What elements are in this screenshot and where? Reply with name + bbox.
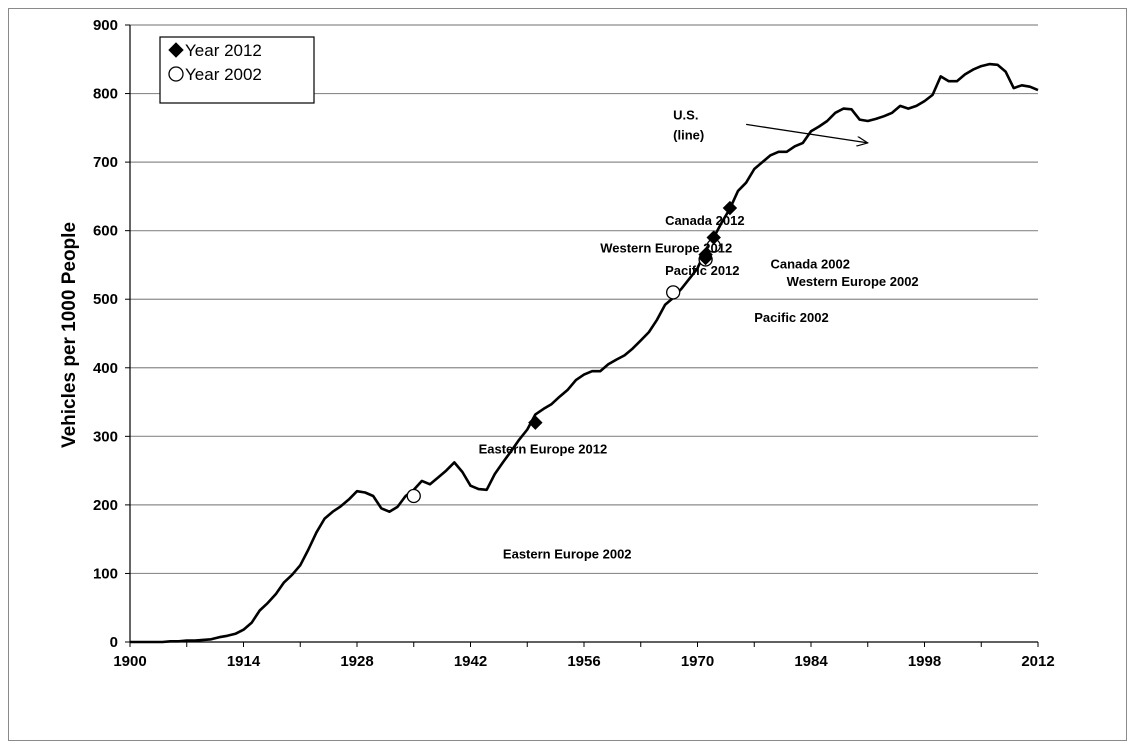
x-tick-label: 1998: [908, 653, 941, 670]
point-2012: [722, 200, 738, 216]
y-tick-label: 900: [93, 17, 118, 34]
us-line: [130, 62, 1039, 644]
y-tick-label: 100: [93, 565, 118, 582]
x-tick-label: 1928: [340, 653, 373, 670]
x-tick-label: 2012: [1021, 653, 1054, 670]
x-tick-label: 1914: [227, 653, 261, 670]
us-label: (line): [673, 128, 704, 143]
annotation-label: Eastern Europe 2012: [479, 441, 608, 456]
annotation-label: Canada 2012: [665, 213, 745, 228]
legend: Year 2012 Year 2002: [159, 36, 315, 104]
x-tick-label: 1942: [454, 653, 487, 670]
x-tick-label: 1956: [567, 653, 600, 670]
point-2012: [706, 230, 721, 245]
y-tick-label: 200: [93, 497, 118, 514]
us-label: U.S.: [673, 108, 698, 123]
markers: [406, 200, 738, 504]
annotation-label: Canada 2002: [770, 256, 850, 271]
point-2002: [666, 285, 681, 300]
y-tick-label: 500: [93, 291, 118, 308]
point-2012: [528, 415, 543, 430]
point-2002: [406, 488, 421, 504]
y-tick-label: 300: [93, 428, 118, 445]
legend-diamond-icon: [168, 42, 184, 58]
y-tick-label: 700: [93, 154, 118, 171]
x-tick-label: 1900: [113, 653, 146, 670]
y-tick-label: 0: [110, 634, 118, 651]
annotation-label: Western Europe 2002: [787, 274, 919, 289]
us-series: [130, 62, 1039, 644]
legend-box: [159, 36, 315, 104]
point-2012: [698, 250, 713, 266]
legend-label-2002: Year 2002: [185, 65, 262, 84]
us-arrow: [746, 123, 868, 143]
x-tick-label: 1984: [794, 653, 828, 670]
annotations: Canada 2012 Western Europe 2012 Pacific 20…: [479, 108, 919, 562]
y-tick-label: 400: [93, 360, 118, 377]
y-tick-labels: 0 100 200 300 400 500 600 700 800 900: [93, 17, 118, 651]
annotation-label: Eastern Europe 2002: [503, 546, 632, 561]
legend-circle-icon: [168, 66, 184, 82]
x-tick-labels: 1900 1914 1928 1942 1956 1970 1984 1998 2012: [113, 653, 1054, 670]
y-tick-label: 600: [93, 223, 118, 240]
annotation-label: Western Europe 2012: [600, 241, 732, 256]
legend-label-2012: Year 2012: [185, 41, 262, 60]
chart-frame: [8, 8, 1127, 741]
annotation-label: Pacific 2012: [665, 263, 739, 278]
y-tick-label: 800: [93, 86, 118, 103]
annotation-label: Pacific 2002: [754, 310, 828, 325]
x-tick-label: 1970: [681, 653, 714, 670]
y-axis-label: Vehicles per 1000 People: [59, 222, 80, 448]
axes: [125, 24, 1039, 647]
